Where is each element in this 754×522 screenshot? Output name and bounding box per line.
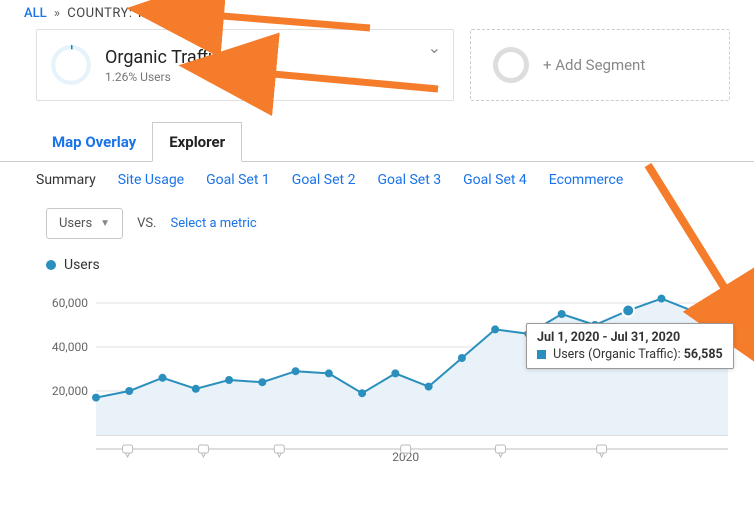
subtab-goal-set-2[interactable]: Goal Set 2 — [292, 172, 356, 188]
breadcrumb: ALL » COUNTRY: Iran — [0, 0, 754, 29]
subtab-ecommerce[interactable]: Ecommerce — [549, 172, 623, 188]
breadcrumb-remove-icon[interactable] — [169, 8, 181, 20]
legend-marker-icon — [46, 260, 56, 270]
metric-selector[interactable]: Users ▼ — [46, 208, 123, 239]
breadcrumb-all-link[interactable]: ALL — [24, 6, 47, 21]
breadcrumb-separator: » — [54, 6, 60, 21]
vs-label: VS. — [137, 216, 156, 231]
tooltip-value: 56,585 — [684, 347, 723, 362]
svg-text:20,000: 20,000 — [52, 384, 88, 398]
tab-map-overlay[interactable]: Map Overlay — [36, 123, 152, 161]
chart-tooltip: Jul 1, 2020 - Jul 31, 2020 Users (Organi… — [526, 323, 734, 369]
breadcrumb-country-label: COUNTRY: — [67, 6, 132, 21]
segment-card-organic-traffic[interactable]: Organic Traffic 1.26% Users ⌄ — [36, 29, 454, 101]
legend-series-name: Users — [64, 257, 100, 273]
breadcrumb-country-value: Iran — [138, 6, 160, 21]
chevron-down-icon[interactable]: ⌄ — [428, 38, 441, 57]
subtab-goal-set-1[interactable]: Goal Set 1 — [206, 172, 270, 188]
add-segment-button[interactable]: + Add Segment — [470, 29, 730, 101]
add-segment-icon — [493, 47, 529, 83]
tooltip-marker-icon — [537, 350, 546, 359]
svg-text:60,000: 60,000 — [52, 296, 88, 310]
tooltip-date-range: Jul 1, 2020 - Jul 31, 2020 — [537, 330, 723, 345]
select-metric-link[interactable]: Select a metric — [171, 216, 257, 231]
subtab-goal-set-3[interactable]: Goal Set 3 — [377, 172, 441, 188]
add-segment-label: + Add Segment — [543, 56, 645, 74]
segment-title: Organic Traffic — [105, 47, 221, 68]
segment-subtitle: 1.26% Users — [105, 70, 221, 84]
tooltip-series-label: Users (Organic Traffic): — [553, 347, 681, 362]
svg-text:40,000: 40,000 — [52, 340, 88, 354]
tab-explorer[interactable]: Explorer — [152, 122, 242, 162]
donut-icon — [51, 45, 91, 85]
subtab-summary[interactable]: Summary — [36, 172, 96, 188]
subtab-goal-set-4[interactable]: Goal Set 4 — [463, 172, 527, 188]
metric-selector-label: Users — [59, 216, 92, 231]
subtab-site-usage[interactable]: Site Usage — [118, 172, 184, 188]
chevron-down-icon: ▼ — [100, 218, 110, 229]
